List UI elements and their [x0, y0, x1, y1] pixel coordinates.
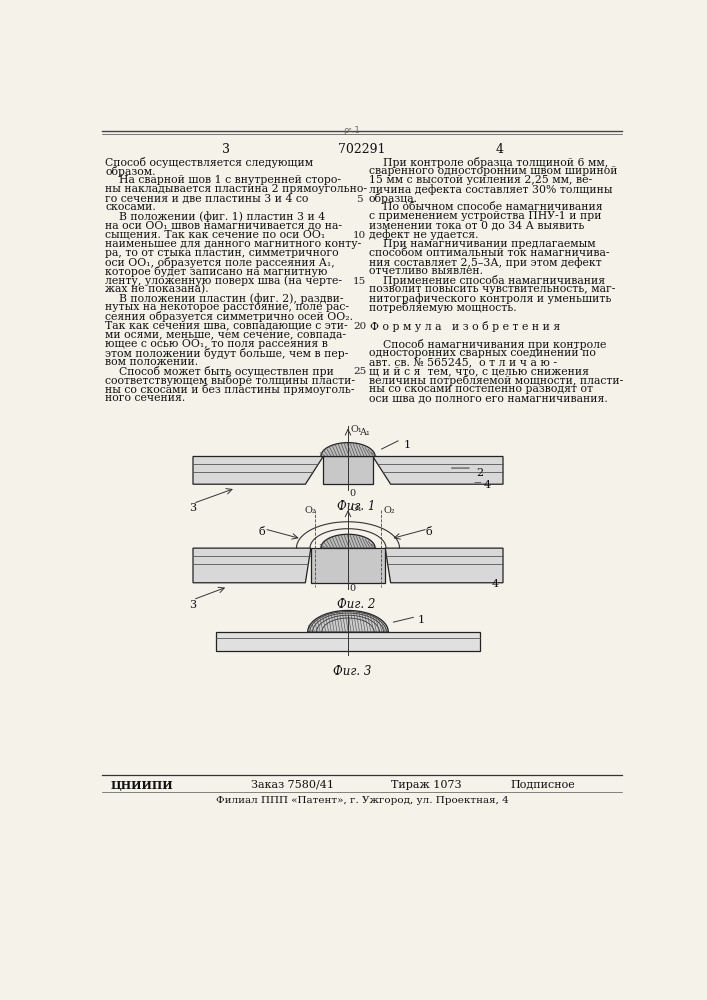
Text: 20: 20 — [353, 322, 366, 331]
Text: O₂: O₂ — [384, 506, 395, 515]
Text: При контроле образца толщиной 6 мм,: При контроле образца толщиной 6 мм, — [369, 157, 608, 168]
Text: с применением устройства ПНУ-1 и при: с применением устройства ПНУ-1 и при — [369, 211, 602, 221]
Text: оси шва до полного его намагничивания.: оси шва до полного его намагничивания. — [369, 393, 608, 403]
Text: O₁: O₁ — [351, 425, 362, 434]
Polygon shape — [311, 548, 385, 583]
Text: дефект не удается.: дефект не удается. — [369, 230, 479, 240]
Text: В положении пластин (фиг. 2), раздви-: В положении пластин (фиг. 2), раздви- — [105, 293, 344, 304]
Text: ного сечения.: ного сечения. — [105, 393, 186, 403]
Text: 0: 0 — [349, 489, 356, 498]
Text: Применение способа намагничивания: Применение способа намагничивания — [369, 275, 605, 286]
Text: Фиг. 1: Фиг. 1 — [337, 500, 375, 513]
Text: ми осями, меньше, чем сечение, совпада-: ми осями, меньше, чем сечение, совпада- — [105, 330, 346, 340]
Text: этом положении будут больше, чем в пер-: этом положении будут больше, чем в пер- — [105, 348, 349, 359]
Text: сеяния образуется симметрично осей OO₂.: сеяния образуется симметрично осей OO₂. — [105, 311, 354, 322]
Text: авт. св. № 565245,  о т л и ч а ю -: авт. св. № 565245, о т л и ч а ю - — [369, 357, 557, 367]
Polygon shape — [193, 548, 311, 583]
Text: потребляемую мощность.: потребляемую мощность. — [369, 302, 517, 313]
Text: Способ намагничивания при контроле: Способ намагничивания при контроле — [369, 339, 607, 350]
Text: ρᵉ.1: ρᵉ.1 — [344, 126, 361, 135]
Text: 15 мм с высотой усиления 2,25 мм, ве-: 15 мм с высотой усиления 2,25 мм, ве- — [369, 175, 592, 185]
Text: оси OO₁, образуется поле рассеяния A₁,: оси OO₁, образуется поле рассеяния A₁, — [105, 257, 335, 268]
Text: ра, то от стыка пластин, симметричного: ра, то от стыка пластин, симметричного — [105, 248, 339, 258]
Text: 3: 3 — [221, 143, 230, 156]
Text: Способ может быть осуществлен при: Способ может быть осуществлен при — [105, 366, 334, 377]
Text: 1: 1 — [418, 615, 425, 625]
Text: 702291: 702291 — [338, 143, 386, 156]
Text: Тираж 1073: Тираж 1073 — [391, 780, 461, 790]
Text: 3: 3 — [189, 503, 197, 513]
Text: вом положении.: вом положении. — [105, 357, 199, 367]
Text: ны со скосами постепенно разводят от: ны со скосами постепенно разводят от — [369, 384, 593, 394]
Polygon shape — [308, 610, 388, 632]
Text: жах не показана).: жах не показана). — [105, 284, 209, 294]
Text: Фиг. 2: Фиг. 2 — [337, 598, 375, 611]
Text: нутых на некоторое расстояние, поле рас-: нутых на некоторое расстояние, поле рас- — [105, 302, 349, 312]
Text: Ф о р м у л а   и з о б р е т е н и я: Ф о р м у л а и з о б р е т е н и я — [370, 321, 561, 332]
Text: образца.: образца. — [369, 193, 418, 204]
Text: 4: 4 — [495, 143, 503, 156]
Text: ны накладывается пластина 2 прямоугольно-: ны накладывается пластина 2 прямоугольно… — [105, 184, 368, 194]
Text: наименьшее для данного магнитного конту-: наименьшее для данного магнитного конту- — [105, 239, 362, 249]
Polygon shape — [321, 443, 375, 456]
Text: б: б — [426, 527, 432, 537]
Text: соответствующем выборе толщины пласти-: соответствующем выборе толщины пласти- — [105, 375, 356, 386]
Text: б: б — [259, 527, 266, 537]
Text: нитографического контроля и уменьшить: нитографического контроля и уменьшить — [369, 293, 612, 304]
Polygon shape — [323, 456, 373, 484]
Text: сыщения. Так как сечение по оси OO₁: сыщения. Так как сечение по оси OO₁ — [105, 230, 326, 240]
Text: позволит повысить чувствительность, маг-: позволит повысить чувствительность, маг- — [369, 284, 615, 294]
Text: 5: 5 — [356, 195, 363, 204]
Text: ЦНИИПИ: ЦНИИПИ — [110, 780, 173, 791]
Text: Заказ 7580/41: Заказ 7580/41 — [251, 780, 334, 790]
Text: 4: 4 — [484, 480, 491, 490]
Text: величины потребляемой мощности, пласти-: величины потребляемой мощности, пласти- — [369, 375, 623, 386]
Polygon shape — [321, 534, 375, 548]
Text: 4: 4 — [491, 579, 498, 589]
Text: способом оптимальный ток намагничива-: способом оптимальный ток намагничива- — [369, 248, 609, 258]
Text: 25: 25 — [353, 367, 366, 376]
Text: ны со скосами и без пластины прямоуголь-: ны со скосами и без пластины прямоуголь- — [105, 384, 355, 395]
Text: образом.: образом. — [105, 166, 156, 177]
Polygon shape — [193, 456, 323, 484]
Text: Филиал ППП «Патент», г. Ужгород, ул. Проектная, 4: Филиал ППП «Патент», г. Ужгород, ул. Про… — [216, 796, 508, 805]
Text: При намагничивании предлагаемым: При намагничивании предлагаемым — [369, 239, 595, 249]
Text: 2: 2 — [476, 468, 483, 478]
Text: O₂: O₂ — [305, 506, 316, 515]
Text: на оси OO₁ швов намагничивается до на-: на оси OO₁ швов намагничивается до на- — [105, 221, 342, 231]
Text: сваренного односторонним швом шириной: сваренного односторонним швом шириной — [369, 166, 617, 176]
Text: ленту, уложенную поверх шва (на черте-: ленту, уложенную поверх шва (на черте- — [105, 275, 342, 286]
Text: Подписное: Подписное — [510, 780, 575, 790]
Text: A₁: A₁ — [359, 428, 370, 437]
Text: го сечения и две пластины 3 и 4 со: го сечения и две пластины 3 и 4 со — [105, 193, 309, 203]
Text: Фиг. 3: Фиг. 3 — [333, 665, 371, 678]
Text: 15: 15 — [353, 277, 366, 286]
Text: По обычном способе намагничивания: По обычном способе намагничивания — [369, 202, 602, 212]
Text: односторонних сварных соединений по: односторонних сварных соединений по — [369, 348, 596, 358]
Polygon shape — [385, 548, 503, 583]
Text: В положении (фиг. 1) пластин 3 и 4: В положении (фиг. 1) пластин 3 и 4 — [105, 211, 325, 222]
Text: ния составляет 2,5–3А, при этом дефект: ния составляет 2,5–3А, при этом дефект — [369, 257, 602, 268]
Text: Способ осуществляется следующим: Способ осуществляется следующим — [105, 157, 313, 168]
Text: отчетливо выявлен.: отчетливо выявлен. — [369, 266, 483, 276]
Text: изменении тока от 0 до 34 А выявить: изменении тока от 0 до 34 А выявить — [369, 221, 584, 231]
Text: скосами.: скосами. — [105, 202, 156, 212]
Polygon shape — [373, 456, 503, 484]
Polygon shape — [216, 632, 480, 651]
Text: 3: 3 — [189, 600, 197, 610]
Text: щ и й с я  тем, что, с целью снижения: щ и й с я тем, что, с целью снижения — [369, 366, 589, 376]
Text: O₁: O₁ — [351, 504, 362, 513]
Text: которое будет записано на магнитную: которое будет записано на магнитную — [105, 266, 328, 277]
Text: 10: 10 — [353, 231, 366, 240]
Text: личина дефекта составляет 30% толщины: личина дефекта составляет 30% толщины — [369, 184, 612, 195]
Text: Так как сечения шва, совпадающие с эти-: Так как сечения шва, совпадающие с эти- — [105, 321, 348, 331]
Text: На сварной шов 1 с внутренней сторо-: На сварной шов 1 с внутренней сторо- — [105, 175, 341, 185]
Text: 0: 0 — [349, 584, 356, 593]
Text: 1: 1 — [404, 440, 411, 450]
Text: ющее с осью OO₁, то поля рассеяния в: ющее с осью OO₁, то поля рассеяния в — [105, 339, 328, 349]
